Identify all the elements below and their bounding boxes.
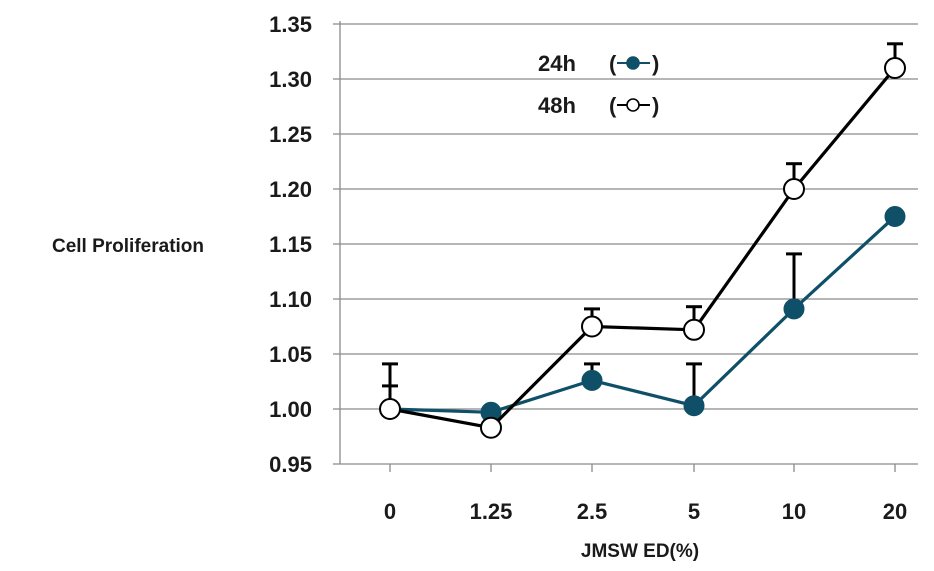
legend-swatch-marker (626, 98, 640, 112)
series-line (389, 66, 897, 430)
legend-paren-open: ( (609, 51, 617, 76)
x-tick-labels: 0 1.25 2.5 5 10 20 (384, 499, 907, 524)
x-tick-label: 20 (883, 499, 907, 524)
y-tick-label: 1.20 (269, 177, 312, 202)
data-point (683, 318, 705, 341)
y-tick-label: 1.30 (269, 67, 312, 92)
x-tick-label: 1.25 (470, 499, 513, 524)
series-24h (379, 206, 906, 423)
data-point (581, 315, 603, 338)
y-tick-labels: 0.95 1.00 1.05 1.10 1.15 1.20 1.25 1.30 1.35 (269, 12, 312, 477)
x-tick-label: 2.5 (577, 499, 608, 524)
legend-swatch-marker (626, 56, 640, 70)
y-axis-title: Cell Proliferation (52, 236, 204, 257)
legend-paren-close: ) (652, 51, 659, 76)
gridlines (333, 23, 918, 465)
legend-label: 24h (538, 51, 576, 76)
legend-label: 48h (538, 93, 576, 118)
series (379, 42, 906, 439)
legend-paren-close: ) (652, 93, 659, 118)
data-point (379, 398, 401, 420)
x-tick-label: 5 (688, 499, 700, 524)
data-point (480, 416, 502, 439)
legend-item-24h: 24h () (538, 51, 659, 76)
y-tick-label: 1.15 (269, 232, 312, 257)
data-point (884, 206, 906, 227)
data-point (783, 178, 805, 200)
axes (339, 21, 896, 472)
x-tick-label: 10 (782, 499, 806, 524)
data-point (683, 395, 705, 417)
y-tick-label: 1.10 (269, 287, 312, 312)
data-point (783, 298, 805, 320)
y-tick-label: 1.35 (269, 12, 312, 37)
y-tick-label: 1.25 (269, 122, 312, 147)
y-tick-label: 0.95 (269, 452, 312, 477)
data-point (884, 57, 906, 79)
series-48h (379, 42, 906, 439)
legend-item-48h: 48h () (538, 93, 659, 118)
data-point (581, 369, 603, 391)
legend: 24h () 48h () (538, 51, 659, 118)
y-tick-label: 1.00 (269, 397, 312, 422)
x-tick-label: 0 (384, 499, 396, 524)
series-line (389, 215, 897, 414)
legend-paren-open: ( (609, 93, 617, 118)
x-axis-title: JMSW ED(%) (581, 541, 699, 562)
y-tick-label: 1.05 (269, 342, 312, 367)
